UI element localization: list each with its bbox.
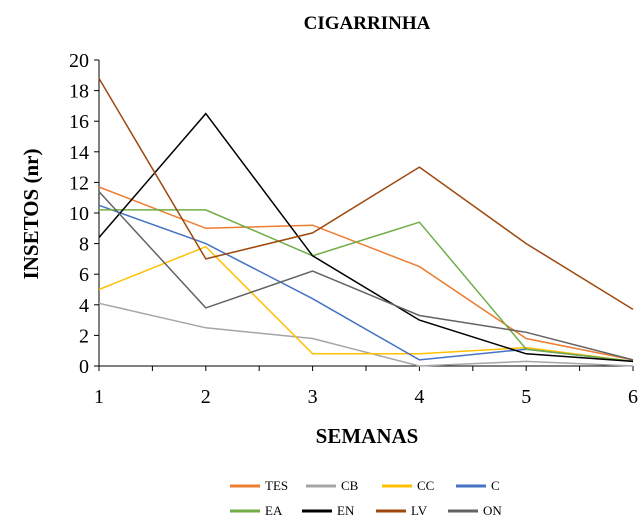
series-line-on [98, 191, 634, 361]
legend-label-tes: TES [265, 478, 288, 493]
series-line-tes [98, 186, 634, 361]
x-tick-label: 1 [94, 386, 104, 408]
y-tick-label: 6 [79, 264, 89, 286]
y-tick-label: 18 [69, 81, 89, 103]
x-tick-label: 4 [414, 386, 424, 408]
series-line-en [98, 112, 634, 363]
y-tick-label: 2 [79, 325, 89, 347]
y-tick-label: 20 [69, 50, 89, 72]
legend-label-lv: LV [411, 503, 428, 518]
series-line-cb [98, 302, 634, 367]
series-line-lv [98, 78, 634, 311]
y-tick-label: 4 [79, 295, 89, 317]
y-tick-label: 10 [69, 203, 89, 225]
legend-label-en: EN [337, 503, 355, 518]
y-tick-label: 12 [69, 172, 89, 194]
legend-label-on: ON [483, 503, 502, 518]
x-axis-label: SEMANAS [316, 424, 419, 448]
y-tick-label: 14 [69, 142, 89, 164]
legend-label-cb: CB [341, 478, 359, 493]
y-tick-label: 16 [69, 111, 89, 133]
series-line-ea [99, 209, 634, 363]
y-axis-label: INSETOS (nr) [19, 149, 43, 280]
x-tick-label: 2 [201, 386, 211, 408]
x-tick-label: 6 [628, 386, 638, 408]
chart-title: CIGARRINHA [304, 13, 431, 34]
legend-label-c: C [491, 478, 500, 493]
legend-label-cc: CC [417, 478, 434, 493]
y-tick-label: 0 [79, 356, 89, 378]
legend: TES CB CC CEA EN LV ON [230, 478, 502, 518]
x-tick-label: 3 [308, 386, 318, 408]
y-tick-label: 8 [79, 234, 89, 256]
series-line-c [98, 204, 634, 363]
legend-label-ea: EA [265, 503, 283, 518]
x-tick-label: 5 [521, 386, 531, 408]
series-line-cc [98, 245, 634, 363]
